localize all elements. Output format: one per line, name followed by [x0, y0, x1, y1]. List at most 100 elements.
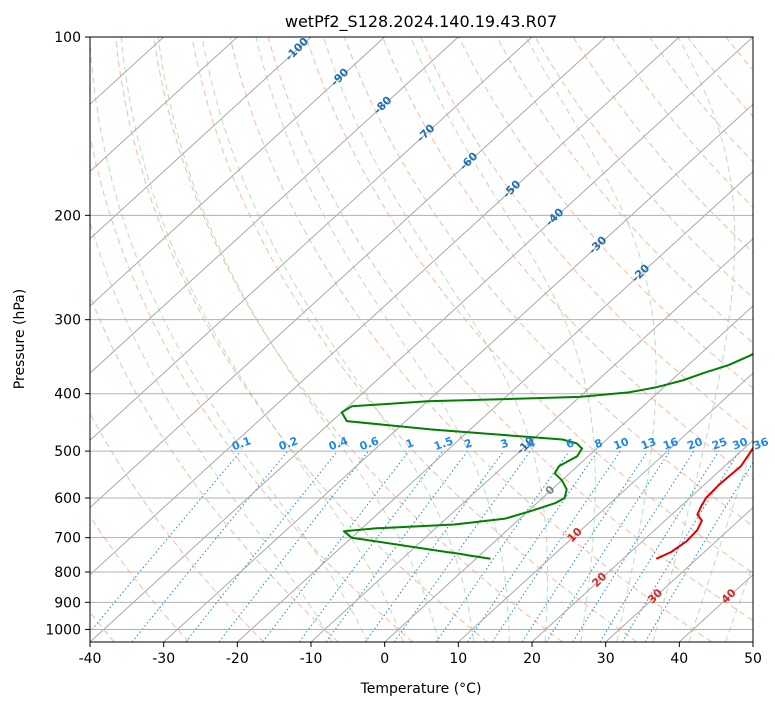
isotherm-line — [310, 237, 753, 642]
mixing-ratio-label: 0.2 — [277, 434, 300, 453]
temperature-profile — [655, 446, 753, 560]
mixing-ratio-line — [572, 450, 695, 642]
mixing-ratio-line — [521, 450, 649, 642]
dry-adiabat — [90, 412, 264, 642]
dry-adiabat — [458, 37, 753, 389]
y-axis: 100 200 300 400 500 600 700 800 900 1000 — [45, 30, 90, 638]
isotherm-line — [90, 37, 238, 173]
y-tick-label: 400 — [54, 387, 81, 403]
mixing-ratio-label: 13 — [639, 435, 658, 452]
moist-adiabat — [255, 37, 510, 642]
x-tick-label: 0 — [380, 651, 389, 667]
mixing-ratio-line — [545, 450, 671, 642]
mixing-ratio-label: 25 — [710, 435, 729, 452]
pressure-grid — [90, 37, 753, 630]
x-axis: -40 -30 -20 -10 0 10 20 30 40 50 — [79, 642, 762, 667]
moist-adiabat — [157, 37, 439, 642]
moist-adiabat — [120, 37, 404, 642]
moist-adiabat — [90, 220, 333, 642]
x-tick-label: 20 — [523, 651, 541, 667]
mixing-ratio-line — [467, 450, 599, 642]
x-tick-label: -10 — [300, 651, 323, 667]
mixing-ratio-label: 0.4 — [327, 434, 350, 453]
mixing-ratio-label: 36 — [751, 435, 770, 453]
mixing-ratio-line — [131, 450, 288, 642]
x-tick-label: 30 — [597, 651, 615, 667]
mixing-ratio-label: 0.1 — [230, 434, 253, 453]
x-tick-label: 50 — [744, 651, 762, 667]
mixing-ratio-label: 20 — [685, 435, 704, 453]
mixing-ratio-line — [621, 450, 740, 642]
moist-adiabat — [410, 37, 596, 642]
x-axis-label: Temperature (°C) — [360, 681, 482, 697]
dewpoint-profile — [340, 352, 753, 560]
moist-adiabat — [90, 37, 369, 642]
mixing-ratio-label: 1 — [404, 436, 416, 451]
mixing-ratio-label: 8 — [593, 436, 605, 451]
moist-adiabat — [201, 37, 475, 642]
isotherm-line — [163, 103, 753, 642]
dry-adiabat — [191, 37, 638, 642]
mixing-ratio-label: 0.6 — [358, 434, 381, 453]
dry-adiabat — [343, 37, 753, 527]
sounding-profiles — [340, 352, 753, 560]
mixing-ratio-label: 6 — [564, 436, 576, 451]
mixing-ratio-label: 3 — [499, 436, 511, 451]
mixing-ratio-line — [325, 450, 468, 642]
moist-adiabat — [688, 443, 753, 642]
dry-adiabat — [115, 37, 488, 642]
y-tick-label: 800 — [54, 565, 81, 581]
mixing-ratio-line — [491, 450, 621, 642]
chart-title: wetPf2_S128.2024.140.19.43.R07 — [285, 12, 557, 32]
mixing-ratio-line — [364, 450, 505, 642]
moist-adiabat — [652, 37, 736, 642]
mixing-ratio-label: 1.5 — [432, 434, 455, 453]
mixing-ratio-line — [298, 450, 444, 642]
mixing-ratio-label: 30 — [731, 435, 750, 453]
y-tick-label: 500 — [54, 444, 81, 460]
y-tick-label: 900 — [54, 595, 81, 611]
dry-adiabat — [90, 133, 414, 642]
mixing-ratio-line — [262, 450, 410, 642]
y-axis-label: Pressure (hPa) — [12, 289, 28, 389]
skewt-background-lines — [90, 37, 753, 642]
dry-adiabat — [267, 37, 753, 622]
y-tick-label: 300 — [54, 313, 81, 329]
mixing-ratio-label: 2 — [462, 436, 474, 451]
isotherm-line — [236, 170, 753, 642]
x-tick-label: 10 — [449, 651, 467, 667]
dry-adiabat — [90, 515, 190, 642]
isotherm-line — [90, 37, 459, 374]
isotherm-line — [90, 37, 312, 240]
isotherm-line — [90, 37, 533, 442]
mixing-ratio-label: 16 — [661, 435, 680, 453]
dry-adiabat — [534, 37, 753, 299]
dry-adiabat — [153, 37, 563, 642]
mixing-ratio-line — [435, 450, 570, 642]
y-tick-label: 200 — [54, 208, 81, 224]
moist-adiabat — [725, 563, 753, 642]
isotherm-line — [531, 439, 753, 642]
x-tick-label: -40 — [79, 651, 102, 667]
y-tick-label: 700 — [54, 531, 81, 547]
isotherm-line — [90, 37, 386, 307]
dry-adiabat — [382, 37, 753, 481]
y-tick-label: 100 — [54, 30, 81, 46]
plot-frame — [89, 36, 754, 643]
isotherm-line — [605, 506, 753, 642]
y-tick-label: 1000 — [45, 622, 81, 638]
y-tick-label: 600 — [54, 491, 81, 507]
isotherm-line — [384, 305, 753, 642]
dry-adiabat — [305, 37, 753, 574]
x-tick-label: -30 — [152, 651, 175, 667]
isotherm-line — [90, 37, 753, 642]
isotherm-line — [90, 37, 607, 509]
dry-adiabat — [496, 37, 753, 344]
mixing-ratio-line — [185, 450, 338, 642]
isotherm-line — [90, 37, 680, 576]
dry-adiabat — [420, 37, 753, 435]
mixing-ratio-label: 10 — [612, 435, 631, 453]
isotherm-line — [457, 372, 753, 642]
